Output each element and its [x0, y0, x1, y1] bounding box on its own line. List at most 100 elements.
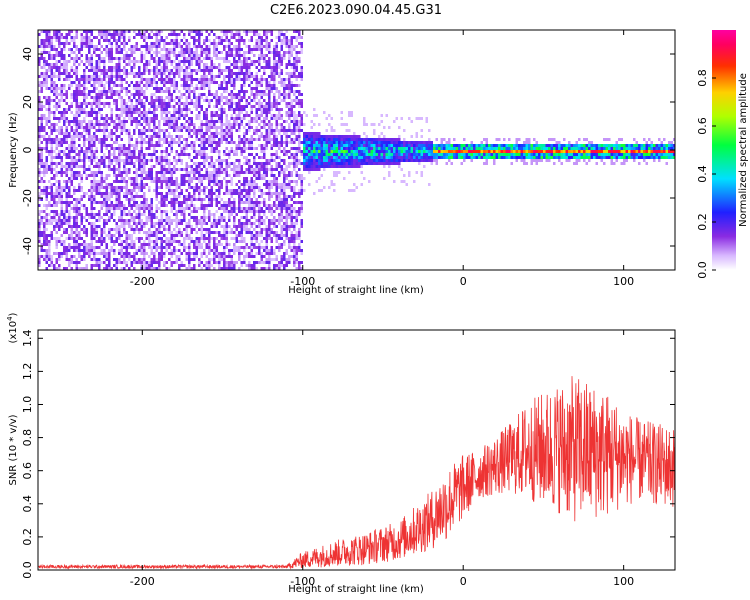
spectrogram-cell — [60, 198, 63, 201]
spectrogram-cell — [70, 261, 73, 264]
spectrogram-cell — [253, 132, 256, 135]
spectrogram-cell — [233, 36, 236, 39]
spectrogram-cell — [63, 252, 66, 255]
spectrogram-cell — [108, 216, 111, 219]
spectrogram-cell — [218, 42, 221, 45]
spectrogram-cell — [45, 198, 48, 201]
spectrogram-cell — [43, 216, 46, 219]
spectrogram-cell — [165, 180, 168, 183]
spectrogram-cell — [253, 216, 256, 219]
spectrogram-cell — [228, 48, 231, 51]
spectrogram-cell — [210, 213, 213, 216]
spectrogram-cell — [240, 210, 243, 213]
spectrogram-cell — [143, 111, 146, 114]
spectrogram-cell — [228, 255, 231, 258]
spectrogram-cell — [178, 66, 181, 69]
spectrogram-cell — [230, 168, 233, 171]
spectrogram-cell — [270, 168, 273, 171]
spectrogram-cell — [200, 135, 203, 138]
spectrogram-cell — [185, 180, 188, 183]
spectrogram-cell — [155, 237, 158, 240]
spectrogram-cell — [248, 159, 251, 162]
spectrogram-cell — [88, 189, 91, 192]
spectrogram-cell — [133, 243, 136, 246]
spectrogram-cell — [38, 219, 41, 222]
spectrogram-cell — [113, 213, 116, 216]
spectrogram-cell — [100, 90, 103, 93]
spectrogram-cell — [55, 195, 58, 198]
spectrogram-cell — [55, 69, 58, 72]
spectrogram-cell — [38, 117, 41, 120]
spectrogram-cell — [263, 198, 266, 201]
spectrogram-cell — [75, 261, 78, 264]
spectrogram-cell — [163, 48, 166, 51]
spectrogram-cell — [220, 42, 223, 45]
spectrogram-cell — [38, 258, 41, 261]
spectrogram-cell — [173, 90, 176, 93]
spectrogram-cell — [243, 72, 246, 75]
spectrogram-cell — [78, 63, 81, 66]
spectrogram-cell — [188, 78, 191, 81]
spectrogram-cell — [215, 93, 218, 96]
spectrogram-cell — [158, 237, 161, 240]
spectrogram-cell — [275, 195, 278, 198]
spectrogram-cell — [225, 75, 228, 78]
spectrogram-cell — [175, 168, 178, 171]
spectrogram-cell — [258, 48, 261, 51]
spectrogram-cell — [83, 141, 86, 144]
spectrogram-cell — [115, 228, 118, 231]
spectrogram-cell — [205, 84, 208, 87]
spectrogram-cell — [110, 159, 113, 162]
spectrogram-cell — [173, 45, 176, 48]
spectrogram-cell — [185, 57, 188, 60]
spectrogram-cell — [233, 264, 236, 267]
spectrogram-cell — [173, 75, 176, 78]
spectrogram-cell — [158, 39, 161, 42]
spectrogram-cell — [40, 153, 43, 156]
spectrogram-cell — [138, 168, 141, 171]
spectrogram-cell — [43, 192, 46, 195]
spectrogram-cell — [130, 207, 133, 210]
spectrogram-cell — [103, 144, 106, 147]
spectrogram-cell — [270, 249, 273, 252]
spectrogram-cell — [245, 156, 248, 159]
spectrogram-cell — [268, 222, 271, 225]
spectrogram-cell — [275, 156, 278, 159]
spectrogram-cell — [100, 261, 103, 264]
spectrogram-cell — [40, 171, 43, 174]
spectrogram-cell — [233, 162, 236, 165]
spectrogram-cell — [170, 204, 173, 207]
spectrogram-cell — [273, 93, 276, 96]
spectrogram-cell — [193, 258, 196, 261]
spectrogram-cell — [60, 117, 63, 120]
spectrogram-cell — [60, 63, 63, 66]
spectrogram-cell — [100, 150, 103, 153]
spectrogram-cell — [125, 105, 128, 108]
spectrogram-cell — [258, 144, 261, 147]
spectrogram-cell — [215, 126, 218, 129]
spectrogram-cell — [210, 114, 213, 117]
spectrogram-cell — [78, 207, 81, 210]
spectrogram-cell — [88, 36, 91, 39]
spectrogram-cell — [260, 258, 263, 261]
spectrogram-cell — [93, 213, 96, 216]
spectrogram-cell — [133, 153, 136, 156]
spectrogram-cell — [215, 159, 218, 162]
spectrogram-cell — [238, 201, 241, 204]
spectrogram-cell — [265, 267, 268, 270]
spectrogram-cell — [145, 69, 148, 72]
spectrogram-cell — [100, 240, 103, 243]
spectrogram-cell — [225, 240, 228, 243]
spectrogram-cell — [248, 231, 251, 234]
spectrogram-cell — [180, 231, 183, 234]
spectrogram-cell — [205, 54, 208, 57]
spectrogram-cell — [200, 81, 203, 84]
spectrogram-cell — [150, 141, 153, 144]
spectrogram-cell — [245, 231, 248, 234]
spectrogram-cell — [85, 30, 88, 33]
spectrogram-cell — [153, 231, 156, 234]
spectrogram-cell — [255, 111, 258, 114]
spectrogram-cell — [135, 192, 138, 195]
spectrogram-cell — [250, 255, 253, 258]
spectrogram-cell — [213, 192, 216, 195]
